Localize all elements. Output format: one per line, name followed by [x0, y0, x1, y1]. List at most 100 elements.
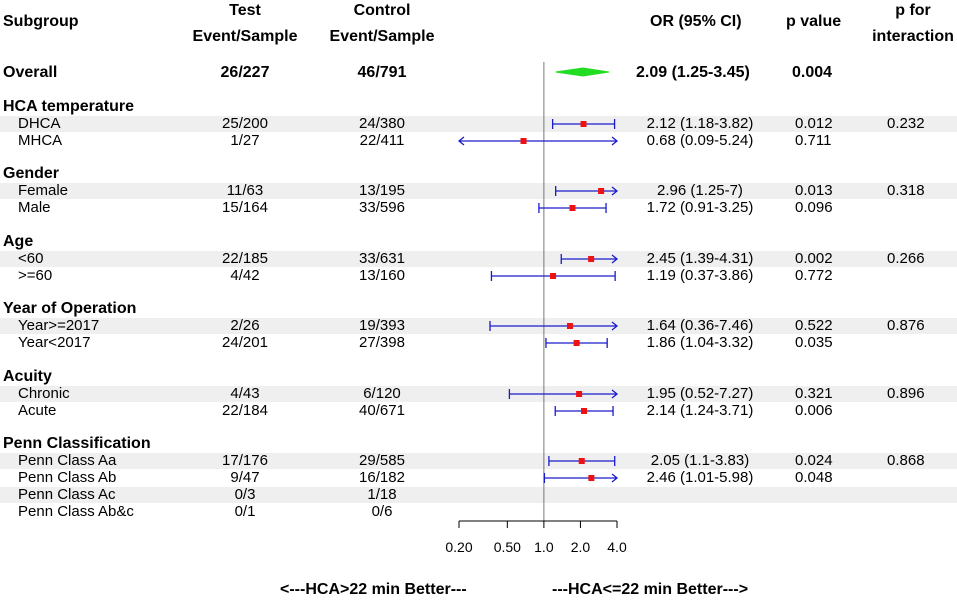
- row-p-interaction: 0.232: [887, 115, 925, 132]
- row-control-count: 22/411: [359, 132, 405, 149]
- row-band: [0, 251, 957, 267]
- or-point: [550, 273, 557, 279]
- row-label: Acute: [18, 402, 57, 419]
- header-subgroup: Subgroup: [3, 13, 79, 30]
- row-test-count: 22/184: [222, 402, 268, 419]
- row-test-count: 9/47: [230, 469, 260, 486]
- overall-label: Overall: [3, 64, 58, 81]
- row-label: Penn Class Ab&c: [18, 503, 134, 520]
- row-control-count: 40/671: [359, 402, 405, 419]
- or-point: [598, 188, 605, 194]
- header-control-sub: Event/Sample: [329, 28, 435, 45]
- header-test: Test: [229, 2, 261, 19]
- row-band: [0, 453, 957, 469]
- row-pvalue: 0.024: [795, 452, 833, 469]
- row-label: Year>=2017: [18, 317, 100, 334]
- row-label: Female: [18, 182, 69, 199]
- row-band: [0, 318, 957, 334]
- group-title: HCA temperature: [3, 98, 134, 115]
- row-or-text: 2.12 (1.18-3.82): [646, 115, 754, 132]
- ci-arrow-right: [611, 321, 619, 331]
- row-label: Penn Class Ac: [18, 486, 116, 503]
- row-or-text: 2.14 (1.24-3.71): [646, 402, 754, 419]
- row-label: Penn Class Ab: [18, 469, 117, 486]
- row-test-count: 4/42: [230, 267, 260, 284]
- row-pvalue: 0.013: [795, 182, 833, 199]
- row-p-interaction: 0.876: [887, 317, 925, 334]
- group-title: Age: [3, 233, 34, 250]
- row-label: Male: [18, 199, 51, 216]
- row-pvalue: 0.035: [795, 334, 833, 351]
- row-label: Year<2017: [18, 334, 91, 351]
- row-or-text: 2.96 (1.25-7): [657, 182, 743, 199]
- row-test-count: 1/27: [230, 132, 260, 149]
- x-tick-label: 0.20: [445, 539, 473, 555]
- footer-left-label: <---HCA>22 min Better---: [280, 581, 467, 598]
- row-control-count: 13/195: [359, 182, 405, 199]
- row-p-interaction: 0.868: [887, 452, 925, 469]
- or-point: [576, 391, 583, 397]
- row-or-text: 0.68 (0.09-5.24): [646, 132, 754, 149]
- row-or-text: 1.64 (0.36-7.46): [646, 317, 754, 334]
- row-control-count: 6/120: [363, 385, 401, 402]
- row-band: [0, 487, 957, 503]
- row-label: <60: [18, 250, 44, 267]
- row-pvalue: 0.048: [795, 469, 833, 486]
- or-point: [588, 475, 595, 481]
- row-label: MHCA: [18, 132, 63, 149]
- or-point: [581, 408, 588, 414]
- row-test-count: 17/176: [222, 452, 268, 469]
- row-pvalue: 0.711: [795, 132, 832, 149]
- row-control-count: 33/596: [359, 199, 405, 216]
- row-pvalue: 0.006: [795, 402, 833, 419]
- or-point: [578, 458, 585, 464]
- row-band: [0, 116, 957, 132]
- row-or-text: 1.95 (0.52-7.27): [646, 385, 754, 402]
- row-marks: [457, 119, 619, 483]
- row-label: Chronic: [18, 385, 70, 402]
- x-tick-label: 1.0: [534, 539, 554, 555]
- header-pint-sub: interaction: [872, 28, 954, 45]
- row-or-text: 1.19 (0.37-3.86): [646, 267, 754, 284]
- row-control-count: 33/631: [359, 250, 405, 267]
- row-control-count: 29/585: [359, 452, 405, 469]
- row-label: >=60: [18, 267, 53, 284]
- row-p-interaction: 0.896: [887, 385, 925, 402]
- ci-arrow-right: [611, 136, 619, 146]
- row-control-count: 16/182: [359, 469, 405, 486]
- header-test-sub: Event/Sample: [192, 28, 298, 45]
- x-tick-label: 4.0: [607, 539, 627, 555]
- row-test-count: 0/1: [234, 503, 256, 520]
- ci-arrow-right: [611, 389, 619, 399]
- row-test-count: 0/3: [234, 486, 256, 503]
- row-test-count: 2/26: [230, 317, 260, 334]
- row-test-count: 15/164: [222, 199, 268, 216]
- row-pvalue: 0.522: [795, 317, 833, 334]
- row-label: DHCA: [18, 115, 61, 132]
- row-test-count: 22/185: [222, 250, 268, 267]
- overall-or-text: 2.09 (1.25-3.45): [636, 64, 750, 81]
- header-or: OR (95% CI): [650, 13, 742, 30]
- row-bands: [0, 116, 957, 503]
- ci-arrow-right: [611, 254, 619, 264]
- row-or-text: 1.72 (0.91-3.25): [646, 199, 754, 216]
- header-pvalue: p value: [786, 13, 842, 30]
- row-label: Penn Class Aa: [18, 452, 117, 469]
- or-point: [569, 205, 576, 211]
- row-pvalue: 0.321: [795, 385, 833, 402]
- group-title: Year of Operation: [3, 300, 137, 317]
- row-or-text: 2.46 (1.01-5.98): [646, 469, 754, 486]
- row-band: [0, 183, 957, 199]
- row-pvalue: 0.096: [795, 199, 833, 216]
- row-pvalue: 0.002: [795, 250, 833, 267]
- row-control-count: 1/18: [367, 486, 397, 503]
- group-title: Gender: [3, 165, 60, 182]
- or-point: [588, 256, 595, 262]
- overall-test: 26/227: [220, 64, 270, 81]
- row-test-count: 25/200: [222, 115, 268, 132]
- header-pint: p for: [895, 2, 931, 19]
- overall-control: 46/791: [357, 64, 407, 81]
- row-pvalue: 0.012: [795, 115, 833, 132]
